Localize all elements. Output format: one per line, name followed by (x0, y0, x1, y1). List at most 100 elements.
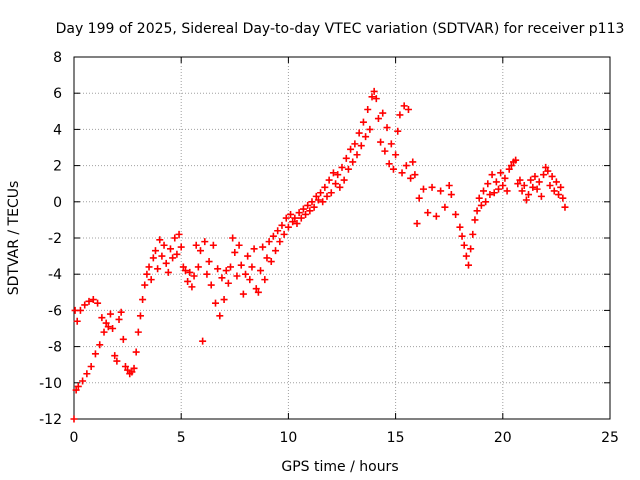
data-point (188, 283, 196, 291)
data-point (394, 127, 402, 135)
data-point (359, 118, 367, 126)
data-point (467, 245, 475, 253)
data-point (106, 310, 114, 318)
data-point (205, 258, 213, 266)
data-point (143, 270, 151, 278)
data-point (531, 172, 539, 180)
data-point (160, 241, 168, 249)
data-point (162, 259, 170, 267)
data-point (507, 162, 515, 170)
data-points (70, 87, 569, 423)
data-point (512, 156, 520, 164)
data-point (370, 87, 378, 95)
data-point (540, 171, 548, 179)
data-point (387, 140, 395, 148)
data-point (276, 238, 284, 246)
data-point (250, 245, 258, 253)
data-point (227, 263, 235, 271)
data-point (259, 243, 267, 251)
data-point (145, 263, 153, 271)
data-point (321, 183, 329, 191)
data-point (229, 234, 237, 242)
y-tick-label: 6 (53, 86, 62, 102)
data-point (424, 209, 432, 217)
data-point (559, 194, 567, 202)
y-tick-label: 4 (53, 122, 62, 138)
data-point (312, 192, 320, 200)
data-point (156, 236, 164, 244)
data-point (501, 174, 509, 182)
data-point (404, 105, 412, 113)
data-point (383, 124, 391, 132)
data-point (379, 109, 387, 117)
data-point (480, 187, 488, 195)
data-point (164, 268, 172, 276)
data-point (85, 297, 93, 305)
data-point (179, 263, 187, 271)
data-point (402, 162, 410, 170)
data-point (561, 203, 569, 211)
data-point (499, 182, 507, 190)
data-point (72, 386, 80, 394)
data-point (175, 230, 183, 238)
data-point (419, 185, 427, 193)
data-point (533, 185, 541, 193)
data-point (91, 350, 99, 358)
data-point (222, 267, 230, 275)
data-point (154, 265, 162, 273)
data-point (362, 133, 370, 141)
data-point (344, 165, 352, 173)
data-point (136, 312, 144, 320)
data-point (207, 281, 215, 289)
data-point (76, 306, 84, 314)
data-point (261, 276, 269, 284)
data-point (497, 169, 505, 177)
data-point (319, 198, 327, 206)
data-point (503, 187, 511, 195)
y-tick-label: -12 (39, 412, 62, 428)
data-point (342, 154, 350, 162)
data-point (209, 241, 217, 249)
data-point (73, 317, 81, 325)
data-point (192, 241, 200, 249)
data-point (214, 265, 222, 273)
data-point (475, 194, 483, 202)
data-point (278, 221, 286, 229)
data-point (514, 180, 522, 188)
data-point (441, 203, 449, 211)
data-point (338, 163, 346, 171)
data-point (244, 252, 252, 260)
data-point (216, 312, 224, 320)
y-tick-label: -6 (48, 303, 62, 319)
data-point (235, 241, 243, 249)
data-point (334, 171, 342, 179)
data-point (456, 223, 464, 231)
data-point (505, 165, 513, 173)
data-point (184, 277, 192, 285)
data-point (151, 247, 159, 255)
data-point (400, 102, 408, 110)
data-point (98, 314, 106, 322)
data-point (447, 191, 455, 199)
x-tick-label: 0 (70, 430, 79, 446)
data-point (171, 234, 179, 242)
data-point (535, 178, 543, 186)
data-point (490, 189, 498, 197)
data-point (252, 285, 260, 293)
data-point (139, 296, 147, 304)
data-point (336, 183, 344, 191)
data-point (299, 205, 307, 213)
data-point (212, 299, 220, 307)
data-point (199, 337, 207, 345)
data-point (100, 328, 108, 336)
data-point (462, 252, 470, 260)
data-point (398, 169, 406, 177)
data-point (525, 191, 533, 199)
data-point (445, 182, 453, 190)
data-point (314, 196, 322, 204)
data-point (557, 183, 565, 191)
data-point (280, 230, 288, 238)
data-point (233, 272, 241, 280)
data-point (181, 267, 189, 275)
data-point (546, 182, 554, 190)
